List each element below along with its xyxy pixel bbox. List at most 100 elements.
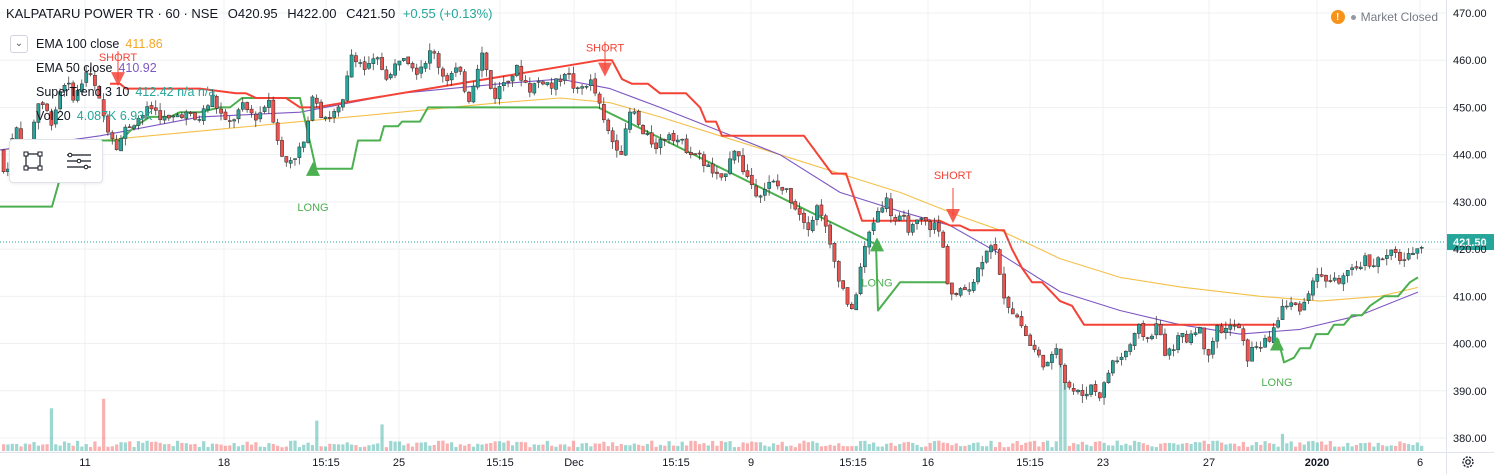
candle-body <box>758 195 763 198</box>
volume-bar <box>837 443 841 451</box>
candle-body <box>1032 344 1037 350</box>
candle-body <box>1080 390 1085 396</box>
legend-ema50[interactable]: EMA 50 close 410.92 <box>10 56 215 80</box>
legend-ema100[interactable]: ⌄ EMA 100 close 411.86 <box>10 32 215 56</box>
volume-bar <box>1159 443 1163 451</box>
candle <box>1080 384 1085 404</box>
candle-body <box>475 68 480 88</box>
volume-bar <box>1302 444 1306 451</box>
candle-body <box>314 97 319 104</box>
candle <box>93 69 97 91</box>
candle <box>258 106 263 123</box>
volume-bar <box>210 443 214 451</box>
legend-volume[interactable]: Vol 20 4.087K 6.93K <box>10 104 215 128</box>
candle <box>1402 252 1407 268</box>
volume-bar <box>171 446 175 451</box>
volume-bar <box>1198 442 1202 451</box>
candle <box>558 74 563 87</box>
volume-bar <box>550 445 554 451</box>
volume-bar <box>1154 447 1158 451</box>
candle-body <box>436 53 441 68</box>
candle <box>1128 342 1133 356</box>
candle-body <box>1115 360 1120 363</box>
volume-bar <box>1263 441 1267 451</box>
symbol-header: KALPATARU POWER TR · 60 · NSE O420.95 H4… <box>6 6 492 21</box>
volume-bar <box>2 444 6 451</box>
candle-body <box>1024 326 1028 336</box>
candle <box>1232 319 1237 331</box>
candle-body <box>1045 361 1050 367</box>
candle-body <box>641 124 645 135</box>
candle-body <box>1167 348 1172 356</box>
supertrend-up-series <box>0 97 946 312</box>
candle-body <box>184 111 189 119</box>
candle <box>858 263 863 296</box>
candle-body <box>449 73 454 81</box>
volume-bar <box>41 444 45 451</box>
volume-bar <box>241 444 245 451</box>
candle <box>201 105 206 125</box>
volume-bar <box>1320 441 1324 451</box>
candle-body <box>976 267 980 283</box>
candle <box>497 82 502 105</box>
candle-body <box>732 150 737 161</box>
gear-icon[interactable] <box>1460 454 1476 470</box>
candle <box>1189 330 1194 346</box>
candle <box>1071 383 1076 395</box>
volume-bar <box>1002 447 1006 451</box>
menu-lines-icon[interactable] <box>64 146 94 176</box>
candle <box>1050 351 1054 370</box>
candle <box>267 92 271 114</box>
volume-bar <box>763 445 767 451</box>
warning-icon[interactable]: ! <box>1330 10 1345 24</box>
candle <box>388 72 393 80</box>
candle-body <box>863 246 867 268</box>
candle <box>1015 312 1019 319</box>
candle-body <box>106 115 110 133</box>
candle <box>1415 248 1420 260</box>
volume-bar <box>328 443 332 451</box>
candle <box>401 58 406 62</box>
volume-bar <box>545 440 549 451</box>
candle-body <box>1358 266 1363 269</box>
volume-bar <box>967 444 971 451</box>
volume-bar <box>10 443 14 451</box>
open-label: O <box>227 6 238 21</box>
candle-body <box>671 133 676 142</box>
candle <box>702 151 706 173</box>
volume-bar <box>824 445 828 451</box>
candle <box>432 49 437 60</box>
candle-body <box>793 201 798 210</box>
volume-bar <box>815 442 819 451</box>
volume-bar <box>715 445 719 451</box>
candle-body <box>323 116 328 119</box>
candle-body <box>1163 333 1167 356</box>
candle <box>871 217 876 236</box>
candle-body <box>206 105 210 111</box>
candle-body <box>658 139 663 148</box>
candle <box>589 74 593 91</box>
chevron-down-icon[interactable]: ⌄ <box>10 35 28 53</box>
candle-body <box>280 140 284 157</box>
candle <box>127 124 132 128</box>
volume-bar <box>397 441 402 451</box>
volume-bar <box>502 442 506 451</box>
candle-body <box>1263 337 1267 348</box>
candle <box>793 199 798 211</box>
legend-supertrend[interactable]: SuperTrend 3 10 412.42 n/a n/a <box>10 80 215 104</box>
candle <box>1219 322 1224 334</box>
candle-body <box>401 58 406 61</box>
candle-body <box>223 111 228 120</box>
candle <box>932 217 937 234</box>
volume-bar <box>1385 446 1389 451</box>
volume-bar <box>289 440 293 451</box>
rectangle-tool-icon[interactable] <box>18 146 48 176</box>
volume-bar <box>676 445 680 451</box>
candle <box>1193 327 1198 337</box>
candle-body <box>145 106 150 116</box>
volume-bar <box>1193 441 1198 451</box>
candle <box>423 60 428 73</box>
candle <box>749 168 754 190</box>
candle <box>549 77 554 95</box>
